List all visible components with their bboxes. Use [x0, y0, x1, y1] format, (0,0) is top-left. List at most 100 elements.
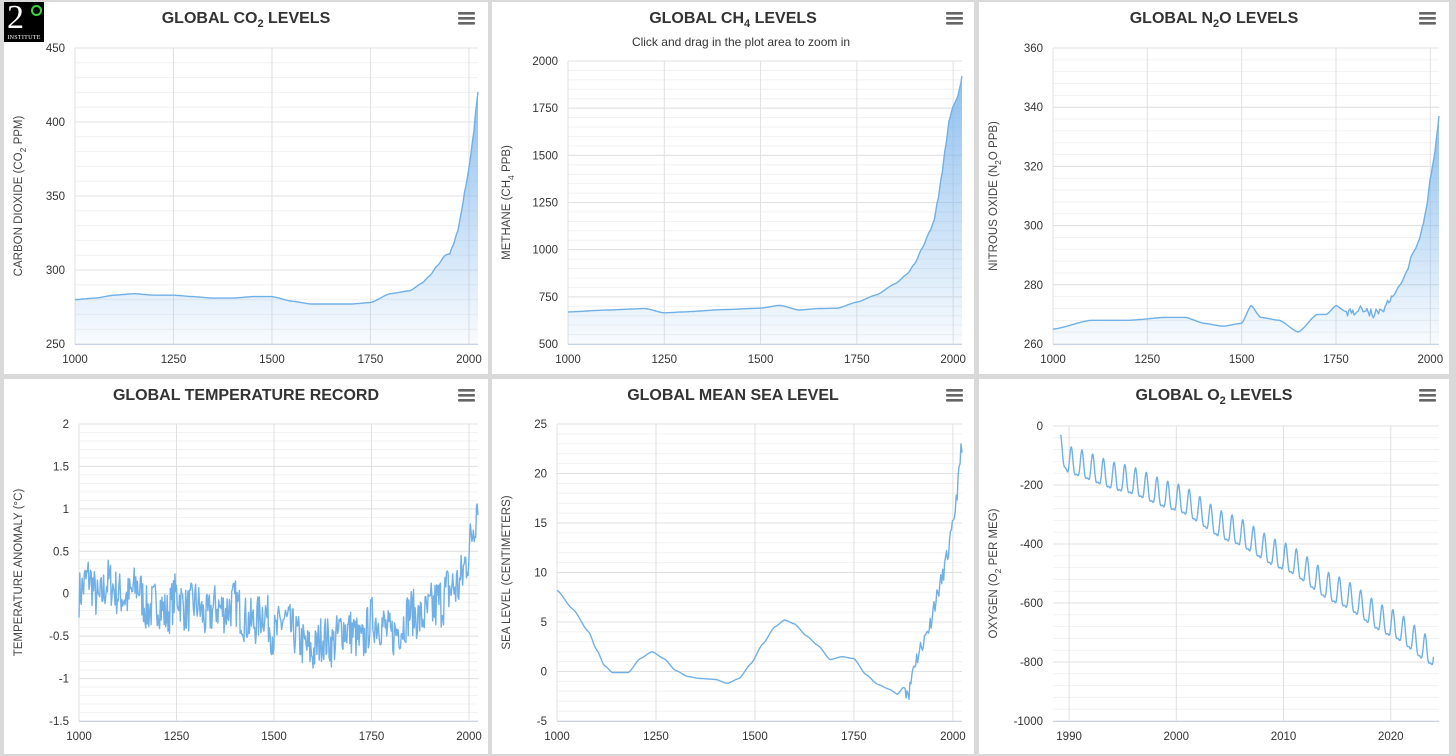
- y-tick-label: 400: [46, 117, 65, 129]
- menu-bar: [946, 22, 963, 25]
- y-tick-label: -200: [1020, 480, 1043, 492]
- y-tick-label: 1.5: [53, 461, 69, 473]
- y-tick-label: 250: [46, 339, 65, 351]
- y-tick-label: -1000: [1014, 716, 1043, 728]
- x-tick-label: 1250: [643, 731, 669, 743]
- panel-sea-level: -5 0 5 10 15 20 25 1000 1250 1500 1750 2000 GLOBAL M…: [492, 379, 974, 754]
- y-tick-label: 360: [1024, 43, 1043, 55]
- x-tick-label: 2000: [1418, 354, 1444, 366]
- chart-menu-icon[interactable]: [1419, 389, 1436, 402]
- menu-bar: [946, 12, 963, 15]
- x-tick-label: 1000: [1040, 354, 1066, 366]
- chart-title: GLOBAL CO2 LEVELS: [162, 10, 331, 30]
- y-tick-label: 1250: [532, 198, 558, 210]
- chart-subtitle: Click and drag in the plot area to zoom …: [632, 35, 850, 49]
- y-tick-label: 1000: [532, 245, 558, 257]
- y-axis-label: SEA LEVEL (CENTIMETERS): [501, 495, 513, 649]
- chart-n2o-svg: 260 280 300 320 340 360 1000 1250 1500 1750 2000 GL…: [988, 10, 1444, 366]
- x-tick-label: 2000: [456, 731, 482, 743]
- menu-bar: [458, 12, 475, 15]
- series-line: [556, 443, 963, 700]
- menu-bar: [946, 389, 963, 392]
- y-axis-label: OXYGEN (O2 PER MEG): [988, 508, 1003, 638]
- y-tick-label: 10: [534, 568, 547, 580]
- y-tick-label: -5: [537, 716, 547, 728]
- x-tick-label: 2000: [1164, 731, 1190, 743]
- y-tick-label: 320: [1024, 161, 1043, 173]
- y-tick-label: 1750: [532, 103, 558, 115]
- x-tick-label: 1500: [742, 731, 768, 743]
- x-tick-label: 1000: [544, 731, 570, 743]
- x-tick-label: 1750: [358, 354, 384, 366]
- chart-o2-svg: -1000 -800 -600 -400 -200 0 1990 2000 2010 2020 GL…: [988, 387, 1439, 743]
- chart-temperature-svg: -1.5 -1 -0.5 0 0.5 1 1.5 2 1000 1250 1500 1750 2000 G…: [13, 387, 482, 743]
- x-tick-label: 1750: [1323, 354, 1349, 366]
- menu-bar: [946, 399, 963, 402]
- x-tick-label: 2020: [1378, 731, 1404, 743]
- series-area: [75, 91, 478, 345]
- y-tick-label: -800: [1020, 657, 1043, 669]
- y-tick-label: 15: [534, 518, 547, 530]
- y-tick-label: -600: [1020, 598, 1043, 610]
- y-tick-label: 340: [1024, 102, 1043, 114]
- y-tick-label: 2: [63, 419, 69, 431]
- panel-ch4: 500 750 1000 1250 1500 1750 2000 1000 1250 1500 17…: [492, 2, 974, 374]
- menu-bar: [1419, 389, 1436, 392]
- y-tick-label: 5: [541, 617, 547, 629]
- y-axis-label: CARBON DIOXIDE (CO2 PPM): [13, 116, 28, 277]
- x-tick-label: 1250: [651, 354, 677, 366]
- menu-bar: [946, 17, 963, 20]
- series-line: [1052, 116, 1440, 333]
- y-tick-label: 2000: [532, 56, 558, 68]
- chart-menu-icon[interactable]: [458, 12, 475, 25]
- series-line: [78, 503, 479, 669]
- menu-bar: [458, 394, 475, 397]
- menu-bar: [946, 394, 963, 397]
- x-tick-label: 2000: [456, 354, 482, 366]
- panel-co2: 250 300 350 400 450 1000 1250 1500 1750 2000 GLOBA…: [4, 2, 488, 374]
- logo-degree-icon: [31, 5, 42, 16]
- y-tick-label: 450: [46, 43, 65, 55]
- menu-bar: [1419, 17, 1436, 20]
- chart-title: GLOBAL O2 LEVELS: [1136, 387, 1293, 407]
- chart-menu-icon[interactable]: [458, 389, 475, 402]
- x-tick-label: 1750: [359, 731, 385, 743]
- y-axis-label: METHANE (CH4 PPB): [501, 145, 516, 260]
- logo: 2 INSTITUTE: [4, 0, 44, 42]
- chart-co2-svg: 250 300 350 400 450 1000 1250 1500 1750 2000 GLOBA…: [13, 10, 482, 366]
- x-tick-label: 1000: [555, 354, 581, 366]
- x-tick-label: 1990: [1056, 731, 1082, 743]
- y-tick-label: 1: [63, 504, 69, 516]
- menu-bar: [458, 22, 475, 25]
- menu-bar: [1419, 394, 1436, 397]
- x-tick-label: 1500: [1229, 354, 1255, 366]
- chart-title: GLOBAL MEAN SEA LEVEL: [627, 387, 839, 404]
- y-tick-label: 300: [46, 265, 65, 277]
- series-line: [568, 75, 963, 314]
- logo-text: INSTITUTE: [7, 35, 41, 41]
- x-tick-label: 2010: [1271, 731, 1297, 743]
- menu-bar: [1419, 399, 1436, 402]
- y-tick-label: 20: [534, 469, 547, 481]
- y-tick-label: 260: [1024, 339, 1043, 351]
- chart-title: GLOBAL TEMPERATURE RECORD: [113, 387, 379, 404]
- series-area: [568, 76, 962, 344]
- chart-menu-icon[interactable]: [1419, 12, 1436, 25]
- chart-title: GLOBAL N2O LEVELS: [1130, 10, 1299, 30]
- y-axis-label: NITROUS OXIDE (N2O PPB): [988, 121, 1003, 271]
- menu-bar: [458, 399, 475, 402]
- panel-temperature: -1.5 -1 -0.5 0 0.5 1 1.5 2 1000 1250 1500 1750 2000 G…: [4, 379, 488, 754]
- y-tick-label: -1.5: [49, 716, 69, 728]
- menu-bar: [1419, 12, 1436, 15]
- y-tick-label: 1500: [532, 150, 558, 162]
- y-tick-label: 0: [63, 589, 69, 601]
- chart-menu-icon[interactable]: [946, 389, 963, 402]
- y-tick-label: 350: [46, 191, 65, 203]
- chart-sea-svg: -5 0 5 10 15 20 25 1000 1250 1500 1750 2000 GLOBAL M…: [501, 387, 966, 743]
- chart-menu-icon[interactable]: [946, 12, 963, 25]
- x-tick-label: 1500: [748, 354, 774, 366]
- x-tick-label: 1250: [164, 731, 190, 743]
- menu-bar: [458, 17, 475, 20]
- x-tick-label: 1500: [261, 731, 287, 743]
- logo-numeral: 2: [7, 0, 24, 36]
